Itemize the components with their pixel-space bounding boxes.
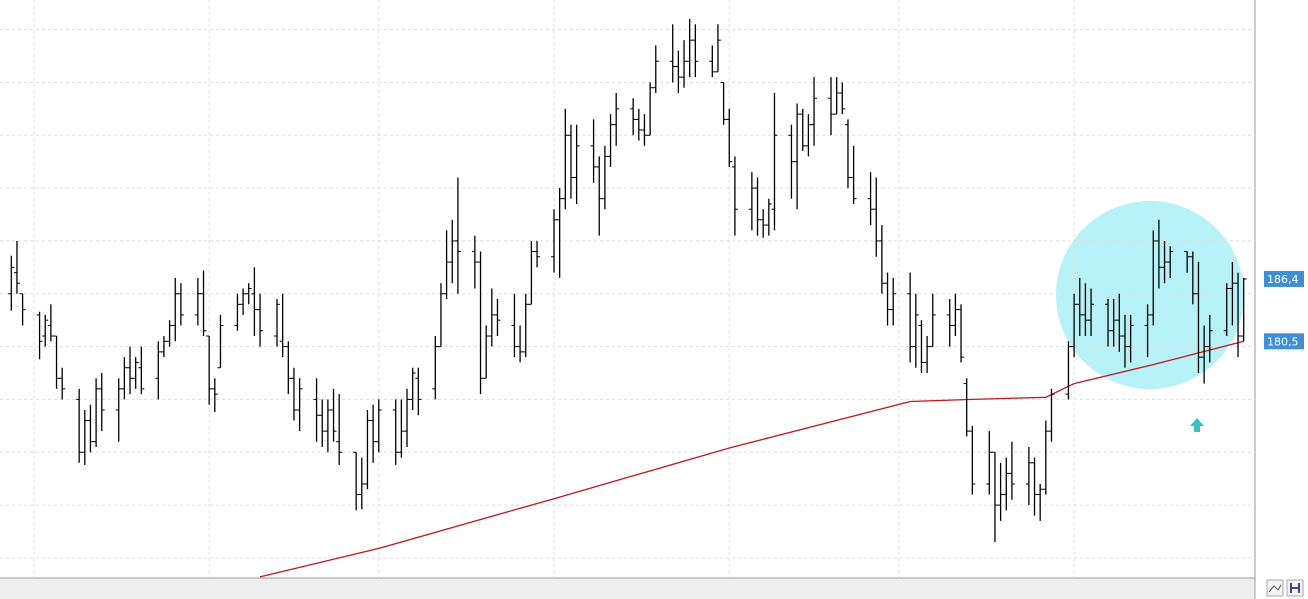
moving-average	[259, 340, 1244, 578]
highlight-circle	[1056, 201, 1244, 389]
price-label: 186,4	[1267, 273, 1299, 286]
price-label-box	[1264, 333, 1304, 350]
x-axis-band	[0, 578, 1255, 599]
price-label-box	[1264, 270, 1304, 287]
save-icon	[1290, 583, 1300, 593]
zoom-button[interactable]	[1266, 579, 1284, 597]
zoom-icon	[1268, 584, 1282, 593]
price-label: 180,5	[1267, 335, 1299, 348]
up-arrow	[1190, 418, 1204, 432]
plot: 16016517017518018519019520020521001-May-…	[0, 0, 1255, 578]
